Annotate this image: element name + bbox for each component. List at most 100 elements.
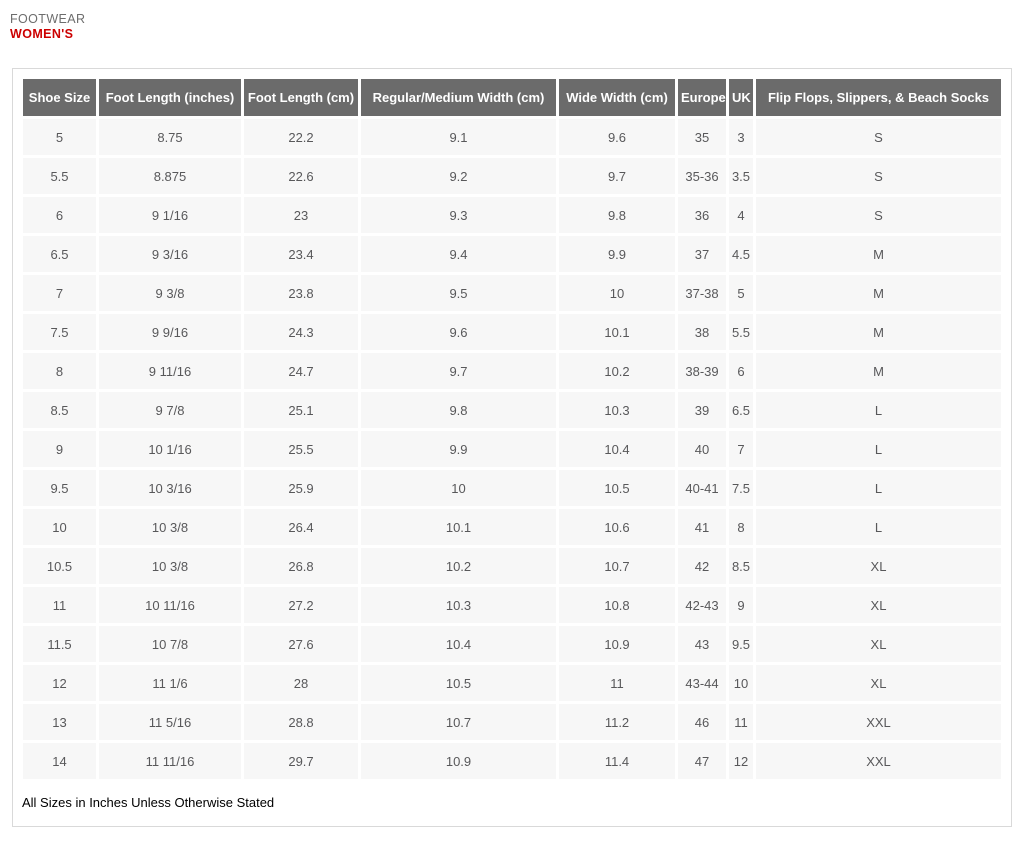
table-cell: 27.2: [244, 587, 358, 623]
table-cell: 10.4: [559, 431, 675, 467]
table-cell: 9.5: [361, 275, 556, 311]
table-cell: 9.5: [729, 626, 753, 662]
table-cell: 6.5: [23, 236, 96, 272]
table-cell: M: [756, 236, 1001, 272]
table-cell: 40: [678, 431, 726, 467]
table-cell: 23: [244, 197, 358, 233]
table-cell: 10 3/8: [99, 509, 241, 545]
table-cell: 9.4: [361, 236, 556, 272]
table-cell: M: [756, 353, 1001, 389]
table-cell: 8: [729, 509, 753, 545]
table-cell: 42-43: [678, 587, 726, 623]
table-cell: 11.2: [559, 704, 675, 740]
column-header-wide-width-cm: Wide Width (cm): [559, 79, 675, 116]
table-cell: 41: [678, 509, 726, 545]
table-cell: 26.8: [244, 548, 358, 584]
table-cell: 10.9: [361, 743, 556, 779]
table-cell: 11 11/16: [99, 743, 241, 779]
table-cell: 24.3: [244, 314, 358, 350]
table-cell: 6: [729, 353, 753, 389]
subcategory-title: WOMEN'S: [10, 27, 74, 41]
table-row: 11.5 10 7/8 27.6 10.4 10.9 43 9.5 XL: [23, 626, 1001, 662]
table-row: 6.5 9 3/16 23.4 9.4 9.9 37 4.5 M: [23, 236, 1001, 272]
table-row: 7.5 9 9/16 24.3 9.6 10.1 38 5.5 M: [23, 314, 1001, 350]
table-cell: 8: [23, 353, 96, 389]
table-cell: XL: [756, 626, 1001, 662]
table-cell: 29.7: [244, 743, 358, 779]
table-cell: 4: [729, 197, 753, 233]
table-cell: 40-41: [678, 470, 726, 506]
table-cell: L: [756, 392, 1001, 428]
table-cell: 5: [23, 119, 96, 155]
table-row: 10 10 3/8 26.4 10.1 10.6 41 8 L: [23, 509, 1001, 545]
table-cell: 9 3/8: [99, 275, 241, 311]
column-header-regular-medium-width-cm: Regular/Medium Width (cm): [361, 79, 556, 116]
table-cell: XL: [756, 665, 1001, 701]
table-cell: 13: [23, 704, 96, 740]
table-row: 13 11 5/16 28.8 10.7 11.2 46 11 XXL: [23, 704, 1001, 740]
table-cell: 11: [559, 665, 675, 701]
table-cell: 39: [678, 392, 726, 428]
column-header-foot-length-inches: Foot Length (inches): [99, 79, 241, 116]
table-cell: XXL: [756, 704, 1001, 740]
table-cell: 28: [244, 665, 358, 701]
table-cell: 9.6: [361, 314, 556, 350]
table-cell: 22.2: [244, 119, 358, 155]
table-cell: 11: [23, 587, 96, 623]
table-cell: 35-36: [678, 158, 726, 194]
table-cell: 14: [23, 743, 96, 779]
table-row: 9 10 1/16 25.5 9.9 10.4 40 7 L: [23, 431, 1001, 467]
table-cell: 10: [23, 509, 96, 545]
table-cell: 9.8: [559, 197, 675, 233]
table-cell: 10 3/16: [99, 470, 241, 506]
size-chart-container: Shoe Size Foot Length (inches) Foot Length…: [12, 68, 1012, 827]
table-row: 14 11 11/16 29.7 10.9 11.4 47 12 XXL: [23, 743, 1001, 779]
size-chart-footnote: All Sizes in Inches Unless Otherwise Sta…: [22, 795, 275, 810]
table-cell: 9.5: [23, 470, 96, 506]
page-title-block: FOOTWEAR WOMEN'S: [0, 0, 1024, 42]
column-header-foot-length-cm: Foot Length (cm): [244, 79, 358, 116]
table-cell: 10: [729, 665, 753, 701]
table-cell: 9 1/16: [99, 197, 241, 233]
table-cell: 10.3: [559, 392, 675, 428]
table-cell: 9 3/16: [99, 236, 241, 272]
table-cell: 11 1/6: [99, 665, 241, 701]
table-cell: 10.1: [361, 509, 556, 545]
table-cell: 4.5: [729, 236, 753, 272]
table-cell: 9.6: [559, 119, 675, 155]
table-cell: 5.5: [729, 314, 753, 350]
table-body: 5 8.75 22.2 9.1 9.6 35 3 S 5.5 8.875 22.6 9.2 9.7 35-…: [23, 119, 1001, 779]
table-cell: L: [756, 470, 1001, 506]
table-cell: 10.8: [559, 587, 675, 623]
table-cell: 10.2: [559, 353, 675, 389]
table-row: 11 10 11/16 27.2 10.3 10.8 42-43 9 XL: [23, 587, 1001, 623]
table-cell: 9.3: [361, 197, 556, 233]
table-cell: 7: [23, 275, 96, 311]
table-cell: 24.7: [244, 353, 358, 389]
table-cell: 46: [678, 704, 726, 740]
table-cell: 9 7/8: [99, 392, 241, 428]
table-cell: 9.8: [361, 392, 556, 428]
table-cell: 38: [678, 314, 726, 350]
table-cell: 37-38: [678, 275, 726, 311]
table-row: 10.5 10 3/8 26.8 10.2 10.7 42 8.5 XL: [23, 548, 1001, 584]
table-cell: 11: [729, 704, 753, 740]
table-cell: 7.5: [729, 470, 753, 506]
table-cell: 11 5/16: [99, 704, 241, 740]
table-cell: 10.7: [361, 704, 556, 740]
table-cell: 9.7: [361, 353, 556, 389]
table-cell: 28.8: [244, 704, 358, 740]
table-cell: 23.4: [244, 236, 358, 272]
table-cell: S: [756, 197, 1001, 233]
table-cell: 7.5: [23, 314, 96, 350]
column-header-europe: Europe: [678, 79, 726, 116]
table-cell: 10.9: [559, 626, 675, 662]
table-cell: 9.9: [559, 236, 675, 272]
table-cell: 8.5: [23, 392, 96, 428]
table-cell: 3.5: [729, 158, 753, 194]
table-cell: 9.2: [361, 158, 556, 194]
table-cell: 8.5: [729, 548, 753, 584]
